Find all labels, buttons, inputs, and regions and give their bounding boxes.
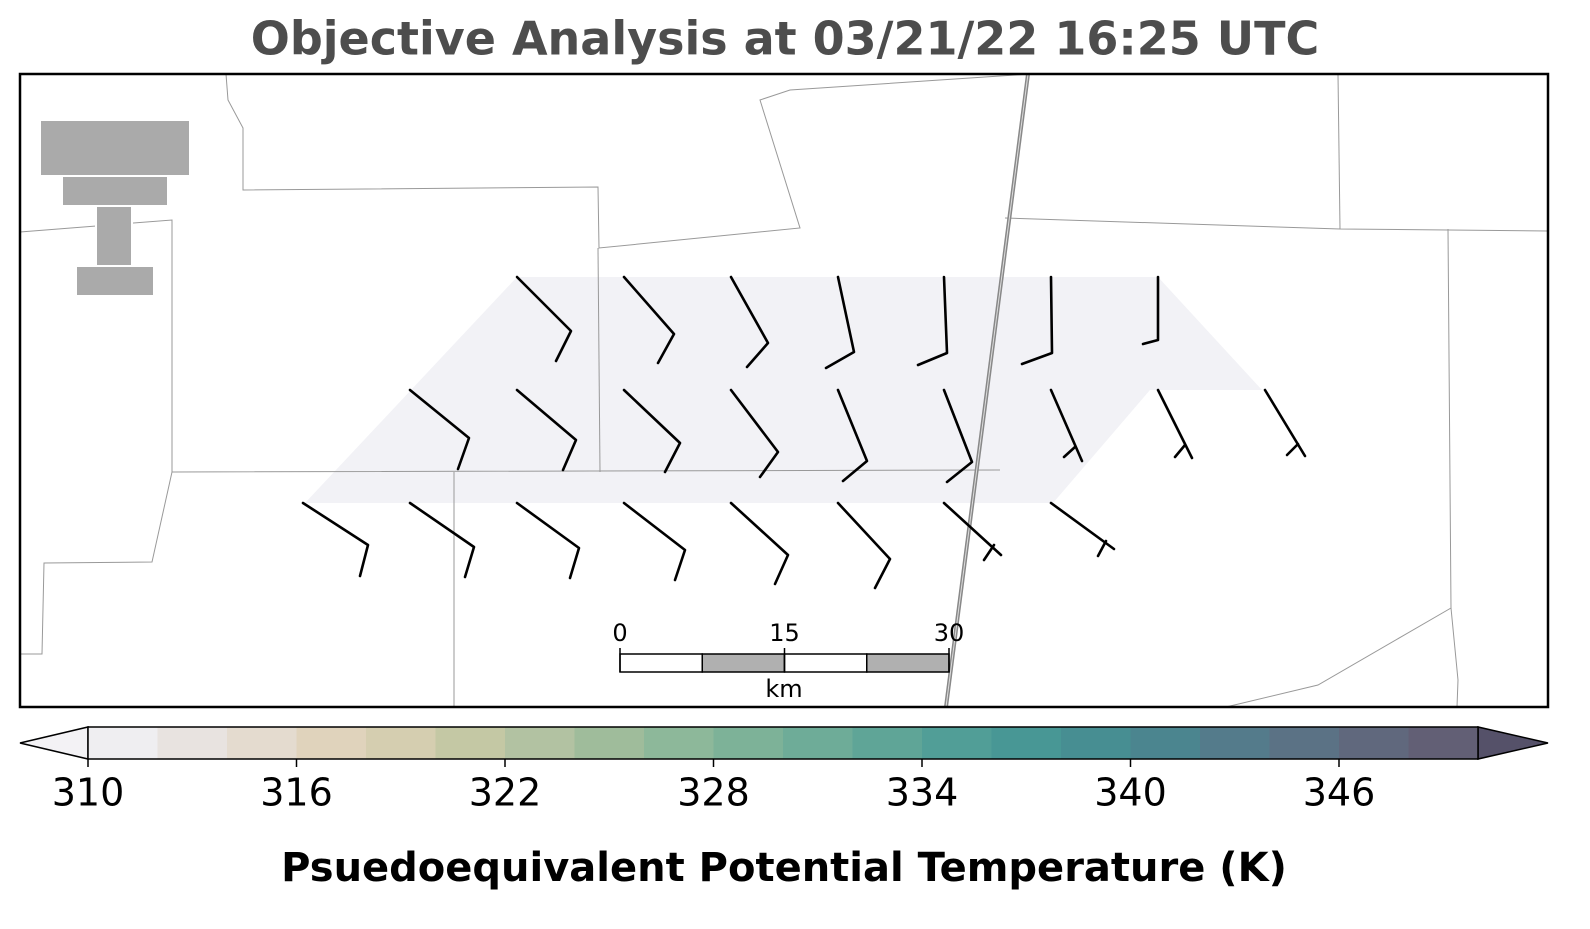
scale-segment — [783, 653, 868, 673]
colorbar-cell — [435, 727, 506, 759]
wind-barb — [515, 388, 578, 472]
scale-segment — [619, 653, 703, 673]
wind-barb — [824, 275, 856, 370]
colorbar-cell — [1408, 727, 1479, 759]
wind-barb — [408, 388, 471, 471]
colorbar-tick-label: 310 — [52, 771, 125, 815]
scale-tick-label: 15 — [769, 619, 800, 647]
map — [18, 72, 1550, 709]
wind-barb — [729, 275, 770, 369]
wind-barb — [515, 275, 573, 363]
colorbar-cell — [366, 727, 436, 759]
colorbar-cell — [227, 727, 297, 759]
wind-barb — [408, 501, 476, 579]
scale-unit: km — [765, 675, 802, 703]
colorbar-label: Psuedoequivalent Potential Temperature (… — [281, 845, 1287, 891]
colorbar-cell — [1130, 727, 1201, 759]
colorbar-cell — [157, 727, 228, 759]
title: Objective Analysis at 03/21/22 16:25 UTC — [251, 12, 1320, 66]
colorbar-tick-label: 340 — [1094, 771, 1167, 815]
colorbar-cell — [713, 727, 784, 759]
wind-barb — [729, 501, 790, 586]
wind-barb — [729, 388, 780, 479]
wind-barb — [301, 501, 370, 578]
colorbar-under — [19, 726, 89, 760]
wind-barb — [836, 388, 869, 483]
colorbar-cell — [991, 727, 1062, 759]
colorbar-cell — [644, 727, 714, 759]
colorbar-tick-label: 316 — [260, 771, 333, 815]
wind-barb — [836, 501, 892, 590]
colorbar: Psuedoequivalent Potential Temperature (… — [19, 726, 1549, 891]
scale-bar: km 0 15 30 — [612, 619, 964, 703]
colorbar-cell — [852, 727, 923, 759]
colorbar-cell — [88, 727, 158, 759]
wind-barb-flag — [1096, 539, 1108, 558]
colorbar-tick-label: 334 — [886, 771, 959, 815]
wind-barb-flag — [1173, 443, 1187, 459]
colorbar-cell — [1269, 727, 1340, 759]
colorbar-cell — [505, 727, 575, 759]
wind-barb — [515, 501, 581, 580]
wind-barb — [622, 388, 682, 474]
colorbar-over — [1477, 726, 1549, 760]
wind-barb — [916, 275, 949, 367]
wind-barb — [1049, 388, 1084, 463]
colorbar-cell — [1061, 727, 1131, 759]
colorbar-tick-label: 322 — [469, 771, 542, 815]
wind-barb — [1049, 501, 1116, 551]
wind-barb — [942, 501, 1003, 557]
colorbar-cell — [1339, 727, 1409, 759]
colorbar-tick-label: 346 — [1303, 771, 1376, 815]
scale-segment — [866, 653, 950, 673]
wind-barb — [1156, 388, 1194, 460]
colorbar-cell — [922, 727, 992, 759]
colorbar-cell — [574, 727, 645, 759]
scale-tick-label: 30 — [934, 619, 965, 647]
wind-barb — [1020, 275, 1054, 366]
wind-barb — [942, 388, 974, 484]
wind-barb-flag — [1062, 445, 1077, 459]
colorbar-cell — [1200, 727, 1270, 759]
scale-segment — [701, 653, 786, 673]
colorbar-cell — [296, 727, 367, 759]
wind-barb — [622, 275, 676, 365]
wind-barb — [1141, 275, 1160, 346]
colorbar-cell — [783, 727, 853, 759]
colorbar-tick-label: 328 — [677, 771, 750, 815]
wind-barb-flag — [982, 543, 996, 562]
wind-barb — [622, 501, 687, 582]
colorbar-frame — [87, 726, 1479, 760]
scale-tick-label: 0 — [612, 619, 627, 647]
wind-barb-flag — [1285, 442, 1300, 457]
